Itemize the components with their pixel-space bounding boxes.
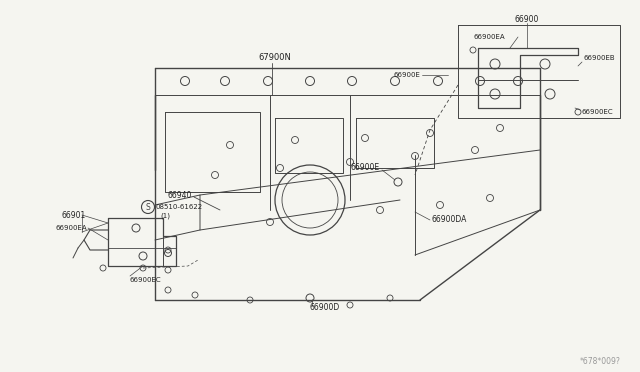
Text: 67900N: 67900N — [258, 52, 291, 61]
Text: (1): (1) — [160, 213, 170, 219]
Text: 66901: 66901 — [62, 211, 86, 219]
Text: 08510-61622: 08510-61622 — [155, 204, 202, 210]
Text: 66900EA: 66900EA — [55, 225, 86, 231]
Text: 66900EB: 66900EB — [584, 55, 616, 61]
Text: S: S — [146, 202, 150, 212]
Text: 66900E: 66900E — [351, 164, 380, 173]
Text: *678*009?: *678*009? — [580, 357, 621, 366]
Text: 66900EA: 66900EA — [474, 34, 506, 40]
Text: 66940: 66940 — [168, 190, 192, 199]
Text: 66900E: 66900E — [393, 72, 420, 78]
Text: 66900DA: 66900DA — [432, 215, 467, 224]
Text: 66900D: 66900D — [310, 304, 340, 312]
Text: 66900EC: 66900EC — [130, 277, 162, 283]
Text: 66900: 66900 — [515, 16, 539, 25]
Text: 66900EC: 66900EC — [582, 109, 614, 115]
